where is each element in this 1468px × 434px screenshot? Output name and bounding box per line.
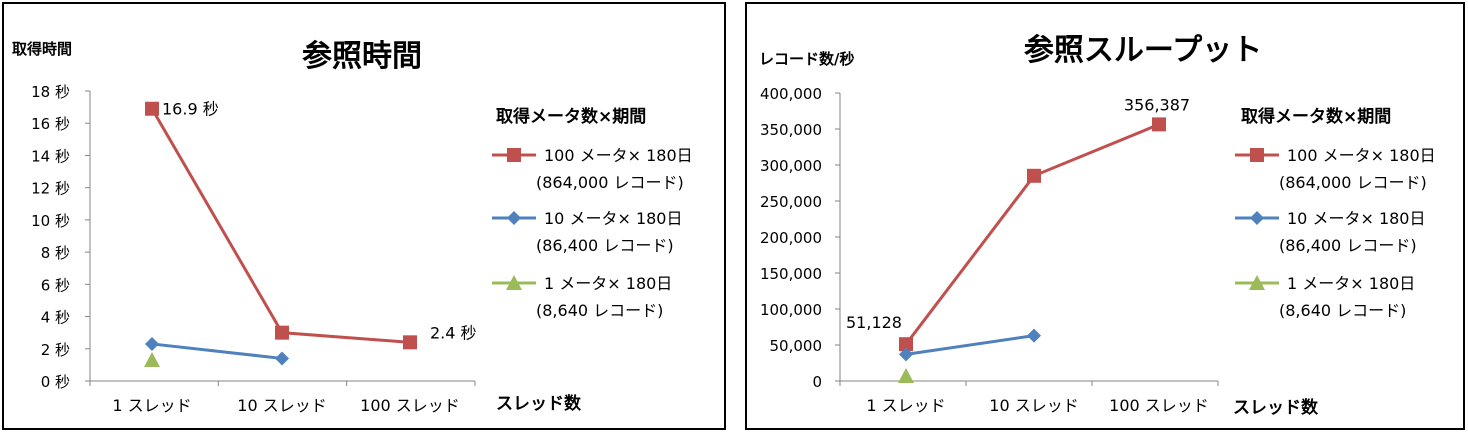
data-point [403,335,417,350]
y-tick-label: 400,000 [760,85,822,103]
x-tick-label: 100 スレッド [1109,396,1209,415]
data-point [898,367,914,383]
x-tick-label: 10 スレッド [989,396,1078,415]
data-label: 16.9 秒 [162,100,219,119]
y-tick-label: 6 秒 [41,276,70,294]
y-tick-label: 0 [812,373,822,391]
series-line [150,107,411,344]
data-point [1152,117,1166,132]
x-axis-label: スレッド数 [496,393,582,414]
x-tick-label: 10 スレッド [237,396,326,415]
legend: 100 メータ× 180日 (864,000 レコード) 10 メータ× 180日 (… [492,146,693,320]
y-tick-label: 300,000 [760,157,822,175]
chart-title: 参照スループット [1024,33,1262,68]
y-tick-label: 200,000 [760,229,822,247]
data-point [899,347,913,362]
data-label: 2.4 秒 [430,323,477,342]
x-tick-label: 100 スレッド [360,396,460,415]
data-point [275,351,289,366]
legend-entry-sublabel: (864,000 レコード) [536,173,684,192]
chart-panel-query-time: 参照時間 取得時間 スレッド数 取得メータ数×期間 100 メータ× 180日 (… [2,2,726,430]
legend-entry-sublabel: (8,640 レコード) [536,301,663,320]
x-tick-label: 1 スレッド [112,396,191,415]
plot-area: 0 秒 2 秒 4 秒 6 秒 8 秒 10 秒 12 秒 14 秒 16 秒 18 秒 1 スレッ… [31,83,476,415]
legend-marker [1250,148,1264,162]
y-tick-label: 16 秒 [31,115,70,133]
legend-entry-sublabel: (86,400 レコード) [1279,236,1417,255]
y-axis-label: 取得時間 [12,40,72,58]
y-tick-label: 12 秒 [31,180,70,198]
y-tick-label: 14 秒 [31,147,70,165]
y-tick-label: 8 秒 [41,244,70,262]
data-point [899,337,913,352]
x-axis-label: スレッド数 [1233,397,1319,418]
y-tick-label: 18 秒 [31,83,70,101]
legend: 100 メータ× 180日 (864,000 レコード) 10 メータ× 180日 (… [1235,146,1436,320]
legend-entry-sublabel: (8,640 レコード) [1279,301,1406,320]
chart-query-throughput: 参照スループット レコード数/秒 スレッド数 取得メータ数×期間 100 メータ… [759,33,1436,418]
legend-entry-label: 10 メータ× 180日 [1287,209,1425,228]
data-point [145,336,159,351]
data-point [145,101,159,116]
legend-entry-label: 1 メータ× 180日 [544,274,672,293]
legend-entry-label: 10 メータ× 180日 [544,209,682,228]
legend-title: 取得メータ数×期間 [1241,106,1391,127]
plot-area: 0 50,000 100,000 150,000 200,000 250,000 300,0… [760,85,1219,415]
chart-query-time: 参照時間 取得時間 スレッド数 取得メータ数×期間 100 メータ× 180日 (… [12,39,693,415]
data-point [275,325,289,340]
legend-marker [1249,275,1265,290]
legend-entry-label: 1 メータ× 180日 [1287,274,1415,293]
legend-marker [506,275,522,290]
legend-entry-sublabel: (864,000 レコード) [1279,173,1427,192]
data-point [144,352,160,368]
series-line [905,334,1035,356]
legend-entry-label: 100 メータ× 180日 [1287,146,1436,165]
y-tick-label: 100,000 [760,301,822,319]
data-point [1027,328,1041,343]
legend-title: 取得メータ数×期間 [496,106,646,127]
y-tick-label: 50,000 [770,337,823,355]
x-tick-label: 1 スレッド [866,396,945,415]
legend-marker [1250,211,1264,225]
y-tick-label: 250,000 [760,193,822,211]
y-tick-label: 0 秒 [41,373,70,391]
legend-entry-sublabel: (86,400 レコード) [536,236,674,255]
series-line [151,342,283,360]
chart-title: 参照時間 [302,39,422,74]
legend-entry-label: 100 メータ× 180日 [544,146,693,165]
y-tick-label: 150,000 [760,265,822,283]
legend-marker [507,148,521,162]
y-axis-label: レコード数/秒 [759,50,854,68]
data-label: 51,128 [846,313,902,332]
y-tick-label: 350,000 [760,121,822,139]
data-label: 356,387 [1124,95,1190,114]
y-tick-label: 4 秒 [41,309,70,327]
series-line [904,123,1160,346]
legend-marker [507,211,521,225]
y-tick-label: 10 秒 [31,212,70,230]
y-tick-label: 2 秒 [41,341,70,359]
chart-panel-query-throughput: 参照スループット レコード数/秒 スレッド数 取得メータ数×期間 100 メータ… [745,2,1465,430]
data-point [1027,168,1041,183]
